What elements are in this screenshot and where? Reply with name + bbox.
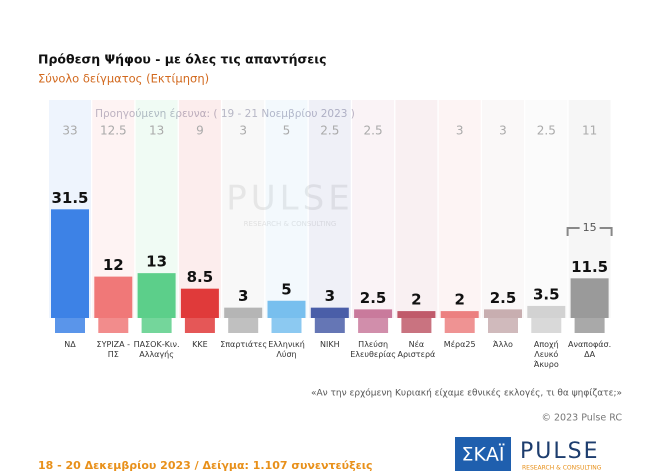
party-logo	[574, 318, 605, 333]
bar	[180, 288, 219, 318]
previous-value: 5	[283, 124, 291, 138]
column-background	[438, 100, 481, 318]
party-logo	[228, 318, 259, 333]
value-label: 2.5	[490, 289, 517, 307]
previous-value: 11	[582, 124, 597, 138]
party-logo	[531, 318, 562, 333]
fieldwork: 18 - 20 Δεκεμβρίου 2023 / Δείγμα: 1.107 …	[38, 459, 373, 472]
watermark-sub: RESEARCH & CONSULTING	[244, 220, 337, 228]
bar	[354, 309, 393, 318]
previous-label: Προηγούμενη έρευνα: ( 19 - 21 Νοεμβρίου …	[95, 108, 355, 120]
column-background	[178, 100, 221, 318]
previous-value: 3	[456, 124, 464, 138]
column-background	[265, 100, 308, 318]
party-logo	[98, 318, 129, 333]
previous-value: 2.5	[364, 124, 383, 138]
category-label: ΚΚΕ	[192, 340, 208, 349]
party-logo	[488, 318, 518, 333]
previous-value: 2.5	[537, 124, 556, 138]
value-label: 31.5	[51, 189, 88, 207]
party-logo	[184, 318, 215, 333]
previous-value: 13	[149, 124, 164, 138]
previous-value: 2.5	[320, 124, 339, 138]
column-background	[395, 100, 438, 318]
annotation: 15	[583, 221, 597, 234]
previous-value: 3	[499, 124, 507, 138]
broadcaster-logo	[455, 437, 511, 471]
chart-title: Πρόθεση Ψήφου - με όλες τις απαντήσεις	[38, 52, 327, 67]
category-label: ΝΔ	[64, 340, 76, 349]
category-label: ΠΑΣΟΚ-Κιν. Αλλαγής	[133, 340, 180, 359]
value-label: 13	[146, 253, 167, 271]
bar	[51, 209, 89, 318]
previous-value: 9	[196, 124, 204, 138]
value-label: 3	[238, 287, 248, 305]
copyright: © 2023 Pulse RC	[541, 413, 622, 424]
party-logo	[401, 318, 432, 333]
value-label: 5	[281, 280, 291, 298]
value-label: 2	[411, 291, 421, 309]
column-background	[308, 100, 351, 318]
category-label: Σπαρτιάτες	[220, 340, 268, 349]
value-label: 3.5	[533, 285, 560, 303]
chart-subtitle: Σύνολο δείγματος (Εκτίμηση)	[38, 72, 209, 86]
broadcaster-name: ΣΚΑΪ	[461, 443, 504, 466]
column-background	[222, 100, 265, 318]
party-logo	[141, 318, 172, 333]
bar	[440, 311, 479, 318]
previous-value: 3	[239, 124, 247, 138]
value-label: 11.5	[571, 258, 608, 276]
value-label: 2.5	[360, 289, 387, 307]
party-logo	[358, 318, 389, 333]
bar	[267, 300, 306, 318]
bar	[570, 278, 609, 318]
category-label: Αποχή Λευκό Άκυρο	[533, 340, 559, 369]
category-label: Πλεύση Ελευθερίας	[350, 340, 396, 359]
bar	[527, 305, 566, 318]
value-label: 8.5	[187, 268, 214, 286]
party-logo	[55, 318, 85, 333]
column-background	[352, 100, 395, 318]
bar	[94, 276, 133, 318]
annotation-bracket	[566, 227, 613, 236]
party-logo	[444, 318, 475, 333]
bar	[224, 307, 263, 318]
bar	[397, 311, 436, 318]
bar	[310, 307, 349, 318]
pollster-sub: RESEARCH & CONSULTING	[522, 465, 602, 472]
question: «Αν την ερχόμενη Κυριακή είχαμε εθνικές …	[311, 388, 622, 399]
bar	[484, 309, 522, 318]
pollster-name: PULSE	[520, 439, 600, 464]
category-label: Ελληνική Λύση	[268, 340, 305, 359]
category-label: Μέρα25	[443, 340, 476, 349]
column-background	[525, 100, 568, 318]
category-label: Νέα Αριστερά	[397, 340, 436, 359]
category-label: Αναποφάσ. ΔΑ	[568, 340, 612, 359]
value-label: 12	[103, 256, 124, 274]
value-label: 3	[325, 287, 335, 305]
party-logo	[314, 318, 345, 333]
value-label: 2	[454, 291, 464, 309]
category-label: ΝΙΚΗ	[319, 340, 340, 349]
category-label: ΣΥΡΙΖΑ - ΠΣ	[96, 340, 131, 359]
watermark: PULSE	[226, 179, 353, 219]
previous-value: 12.5	[100, 124, 127, 138]
column-background	[482, 100, 524, 318]
party-logo	[271, 318, 302, 333]
previous-value: 33	[62, 124, 77, 138]
category-label: Άλλο	[493, 340, 513, 349]
bar	[137, 273, 176, 318]
